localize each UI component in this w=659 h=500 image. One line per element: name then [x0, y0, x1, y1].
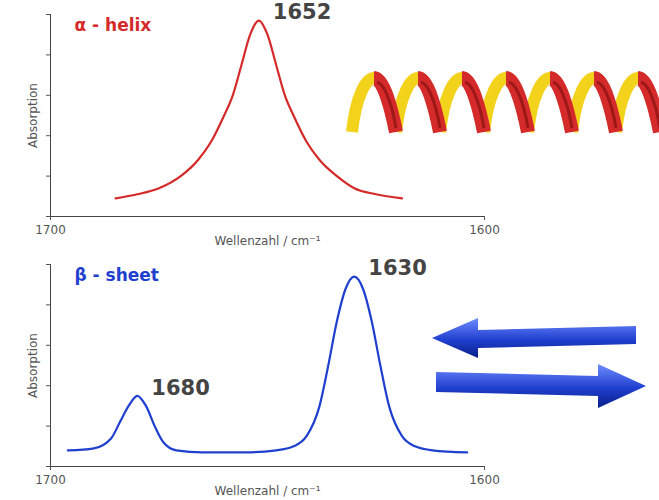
svg-text:α - helix: α - helix [75, 15, 152, 35]
svg-text:1652: 1652 [273, 0, 331, 24]
svg-text:Wellenzahl / cm⁻¹: Wellenzahl / cm⁻¹ [215, 484, 321, 498]
svg-text:β - sheet: β - sheet [75, 265, 159, 285]
svg-text:Wellenzahl / cm⁻¹: Wellenzahl / cm⁻¹ [215, 234, 321, 248]
svg-text:Absorption: Absorption [26, 83, 40, 148]
svg-text:1600: 1600 [469, 473, 500, 487]
svg-text:1700: 1700 [35, 473, 66, 487]
svg-text:1700: 1700 [35, 223, 66, 237]
svg-text:1600: 1600 [469, 223, 500, 237]
svg-text:1630: 1630 [368, 256, 426, 280]
svg-text:Absorption: Absorption [26, 333, 40, 398]
svg-text:1680: 1680 [151, 376, 209, 400]
